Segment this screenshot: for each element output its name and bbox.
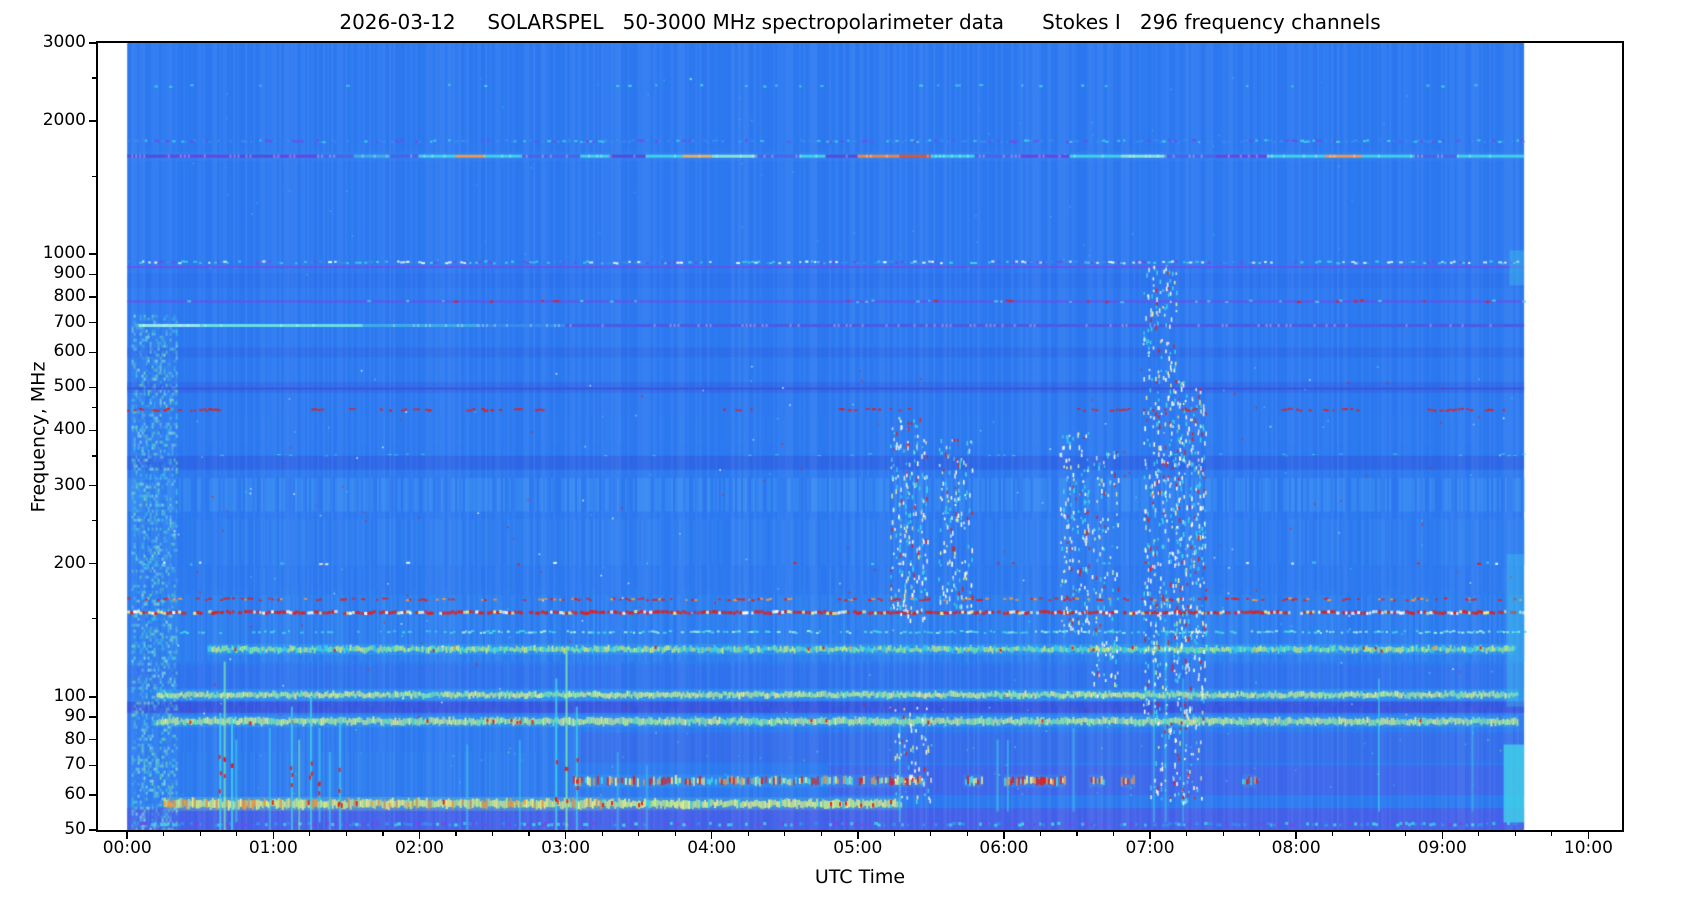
y-tick-label: 700 [53,311,86,332]
x-minor-tick-mark [601,832,603,836]
y-tick-mark [89,351,96,354]
y-minor-tick-mark [92,77,96,79]
y-tick-mark [89,386,96,389]
y-tick-label: 300 [53,474,86,495]
x-tick-mark [1587,832,1590,839]
x-tick-label: 10:00 [1563,838,1613,858]
x-tick-label: 07:00 [1125,838,1175,858]
x-minor-tick-mark [820,832,822,836]
y-minor-tick-mark [92,175,96,177]
x-tick-label: 03:00 [541,838,591,858]
y-tick-label: 70 [64,754,86,775]
x-tick-label: 01:00 [248,838,298,858]
y-tick-label: 800 [53,286,86,307]
x-minor-tick-mark [1185,832,1188,836]
y-tick-label: 400 [53,419,86,440]
x-minor-tick-mark [236,832,238,836]
y-tick-label: 2000 [42,109,86,130]
y-tick-mark [89,764,96,767]
y-tick-mark [89,738,96,741]
y-tick-label: 60 [64,783,86,804]
y-tick-label: 500 [53,376,86,397]
x-minor-tick-mark [966,832,968,836]
y-tick-label: 90 [64,706,86,727]
y-tick-label: 900 [53,263,86,284]
x-tick-label: 09:00 [1417,838,1467,858]
y-tick-mark [89,696,96,698]
x-minor-tick-mark [491,832,494,836]
x-minor-tick-mark [747,832,749,836]
y-tick-mark [89,120,96,122]
x-axis-label: UTC Time [814,866,906,888]
y-tick-mark [89,253,96,255]
y-tick-mark [89,42,96,44]
x-tick-mark [1003,832,1005,839]
x-tick-mark [710,832,713,839]
x-minor-tick-mark [345,832,347,836]
x-minor-tick-mark [638,832,640,836]
x-minor-tick-mark [674,832,676,836]
y-tick-mark [89,794,96,796]
y-tick-label: 100 [53,685,86,706]
x-tick-label: 08:00 [1271,838,1321,858]
y-tick-label: 1000 [42,243,86,264]
x-tick-label: 05:00 [833,838,883,858]
x-minor-tick-mark [382,832,384,836]
plot-area [96,41,1624,832]
x-tick-label: 04:00 [687,838,737,858]
y-tick-label: 80 [64,728,86,749]
y-tick-label: 600 [53,341,86,362]
x-minor-tick-mark [1222,832,1224,836]
y-tick-mark [89,296,96,298]
y-minor-tick-mark [92,618,96,620]
x-tick-label: 06:00 [979,838,1029,858]
x-minor-tick-mark [199,832,201,836]
y-tick-mark [89,273,96,276]
x-tick-mark [126,832,128,839]
y-minor-tick-mark [92,520,96,522]
x-minor-tick-mark [1478,832,1480,836]
x-minor-tick-mark [1076,832,1078,836]
y-tick-label: 50 [64,819,86,839]
y-tick-mark [89,484,96,487]
x-minor-tick-mark [1112,832,1115,836]
x-tick-mark [272,832,275,839]
y-tick-mark [89,716,96,718]
y-minor-tick-mark [92,455,96,457]
y-minor-tick-mark [92,407,96,409]
x-minor-tick-mark [309,832,311,836]
y-tick-mark [89,829,96,831]
spectrogram-image [98,43,1622,830]
x-minor-tick-mark [163,832,165,836]
x-minor-tick-mark [1259,832,1261,836]
x-minor-tick-mark [528,832,530,836]
x-tick-mark [1441,832,1444,839]
x-tick-mark [1295,832,1297,839]
x-minor-tick-mark [1551,832,1553,836]
y-tick-mark [89,429,96,432]
x-minor-tick-mark [930,832,932,836]
y-tick-label: 200 [53,552,86,573]
x-minor-tick-mark [893,832,895,836]
x-minor-tick-mark [1368,832,1370,836]
x-minor-tick-mark [1332,832,1334,836]
x-tick-label: 02:00 [394,838,444,858]
x-minor-tick-mark [784,832,786,836]
x-minor-tick-mark [1039,832,1042,836]
x-minor-tick-mark [1514,832,1516,836]
y-tick-mark [89,321,96,324]
x-minor-tick-mark [455,832,457,836]
x-tick-label: 00:00 [102,838,152,858]
x-tick-mark [857,832,859,839]
x-minor-tick-mark [1405,832,1407,836]
x-tick-mark [1149,832,1151,839]
y-tick-mark [89,562,96,565]
y-tick-label: 3000 [42,32,86,52]
x-tick-mark [564,832,567,839]
x-tick-mark [418,832,421,839]
chart-title: 2026-03-12 SOLARSPEL 50-3000 MHz spectro… [339,10,1381,34]
